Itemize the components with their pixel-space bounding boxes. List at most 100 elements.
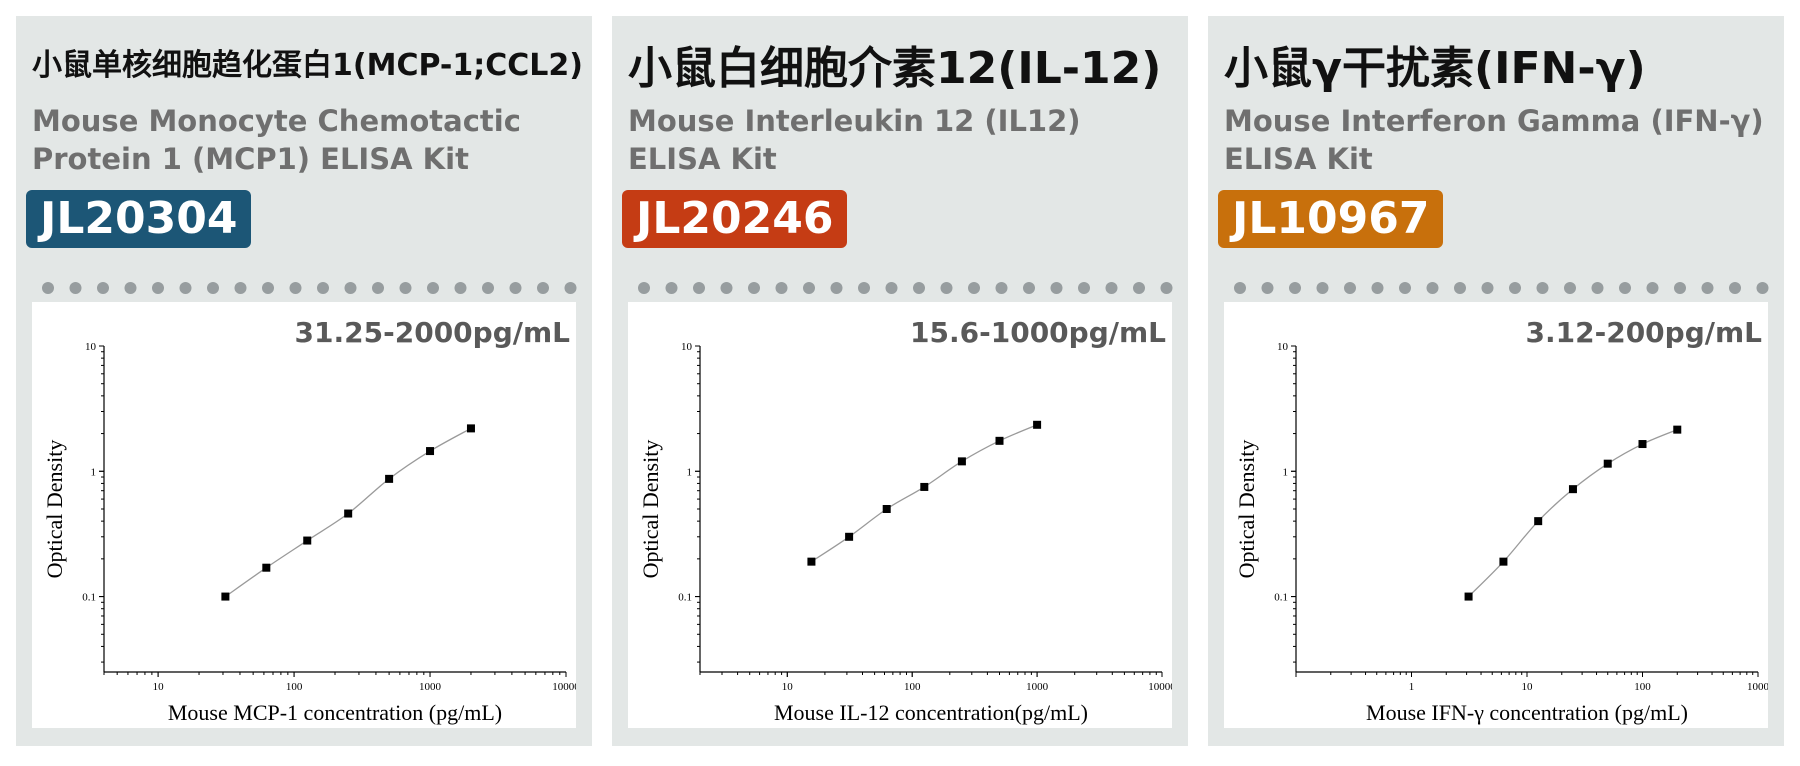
y-tick-label: 1 [91, 466, 97, 478]
y-axis-label: Optical Density [42, 440, 67, 579]
product-title-en-line1: Mouse Monocyte Chemotactic [32, 104, 521, 138]
data-point [385, 474, 394, 483]
divider-dot [234, 282, 247, 294]
divider-dot [1536, 282, 1549, 294]
divider-dot [1729, 282, 1741, 294]
divider-dot [1509, 282, 1521, 294]
data-point [1534, 517, 1543, 526]
product-title-en: Mouse Interleukin 12 (IL12) ELISA Kit [628, 102, 1180, 178]
divider-dot [537, 282, 549, 294]
divider-dot [124, 282, 137, 294]
x-tick-label: 10 [153, 681, 165, 693]
product-card-ifn-gamma: 小鼠γ干扰素(IFN-γ) Mouse Interferon Gamma (IF… [1208, 16, 1784, 746]
divider-dot [940, 282, 953, 294]
divider-dot [775, 282, 788, 294]
product-title-en-line2: Protein 1 (MCP1) ELISA Kit [32, 142, 469, 176]
chart-panel: 31.25-2000pg/mL 101001000100000.1110Mous… [32, 302, 576, 728]
divider-dot [317, 282, 329, 294]
divider-dot [344, 282, 357, 294]
data-point [920, 482, 929, 491]
data-point [1464, 592, 1473, 601]
product-title-en: Mouse Monocyte Chemotactic Protein 1 (MC… [32, 102, 584, 178]
divider-dot [693, 282, 705, 294]
x-tick-label: 10 [1522, 681, 1534, 693]
product-title-en-line1: Mouse Interleukin 12 (IL12) [628, 104, 1081, 138]
divider-dot [885, 282, 898, 294]
y-tick-label: 0.1 [82, 592, 96, 604]
catalog-badge: JL20304 [26, 190, 252, 248]
y-tick-label: 10 [1277, 341, 1289, 353]
x-tick-label: 1000 [419, 681, 442, 693]
divider-dot [509, 282, 522, 294]
data-point [1499, 557, 1508, 566]
catalog-badge: JL20246 [622, 190, 848, 248]
data-point [1673, 425, 1682, 434]
product-card-il12: 小鼠白细胞介素12(IL-12) Mouse Interleukin 12 (I… [612, 16, 1188, 746]
divider-dot [1133, 282, 1145, 294]
divider-dot [995, 282, 1008, 294]
x-tick-label: 100 [286, 681, 303, 693]
x-tick-label: 100 [904, 681, 921, 693]
divider-dot [564, 282, 577, 294]
dot-divider [638, 282, 1173, 294]
divider-dot [968, 282, 980, 294]
divider-dot [1316, 282, 1329, 294]
y-tick-label: 0.1 [678, 592, 692, 604]
divider-dot [372, 282, 384, 294]
divider-dot [482, 282, 494, 294]
fit-curve [1468, 429, 1678, 598]
data-point [1603, 459, 1612, 468]
product-title-en-line2: ELISA Kit [1224, 142, 1373, 176]
divider-dot [1344, 282, 1356, 294]
divider-dot [207, 282, 219, 294]
y-tick-label: 1 [1283, 466, 1289, 478]
product-title-cn: 小鼠白细胞介素12(IL-12) [628, 43, 1162, 94]
divider-dot [1756, 282, 1769, 294]
data-point [426, 447, 435, 456]
dot-divider [1234, 282, 1769, 294]
data-point [995, 436, 1004, 445]
divider-dot [913, 282, 925, 294]
divider-dot [97, 282, 109, 294]
product-title-cn: 小鼠γ干扰素(IFN-γ) [1224, 43, 1646, 94]
detection-range: 31.25-2000pg/mL [294, 316, 570, 349]
x-tick-label: 1 [1409, 681, 1415, 693]
product-title-en-line2: ELISA Kit [628, 142, 777, 176]
divider-dot [179, 282, 192, 294]
divider-dot [1399, 282, 1411, 294]
data-point [1033, 420, 1042, 429]
x-tick-label: 1000 [1026, 681, 1049, 693]
x-tick-label: 100 [1634, 681, 1651, 693]
divider-dot [1078, 282, 1090, 294]
divider-dot [42, 282, 54, 294]
divider-dot [1105, 282, 1118, 294]
divider-dot [1646, 282, 1659, 294]
y-tick-label: 1 [687, 466, 693, 478]
y-tick-label: 0.1 [1274, 592, 1288, 604]
divider-dot [1426, 282, 1439, 294]
divider-dot [748, 282, 760, 294]
divider-dot [858, 282, 870, 294]
divider-dot [69, 282, 82, 294]
data-point [303, 536, 312, 545]
divider-dot [1289, 282, 1301, 294]
data-point [1638, 440, 1647, 449]
data-point [221, 592, 230, 601]
dot-divider [42, 282, 577, 294]
catalog-badge: JL10967 [1218, 190, 1444, 248]
divider-dot [289, 282, 302, 294]
data-point [262, 563, 271, 572]
y-axis-label: Optical Density [1234, 440, 1259, 579]
divider-dot [427, 282, 439, 294]
y-axis-label: Optical Density [638, 440, 663, 579]
divider-dot [152, 282, 164, 294]
detection-range: 3.12-200pg/mL [1525, 316, 1762, 349]
divider-dot [1160, 282, 1173, 294]
divider-dot [1591, 282, 1604, 294]
divider-dot [1674, 282, 1686, 294]
fit-curve [811, 424, 1038, 563]
